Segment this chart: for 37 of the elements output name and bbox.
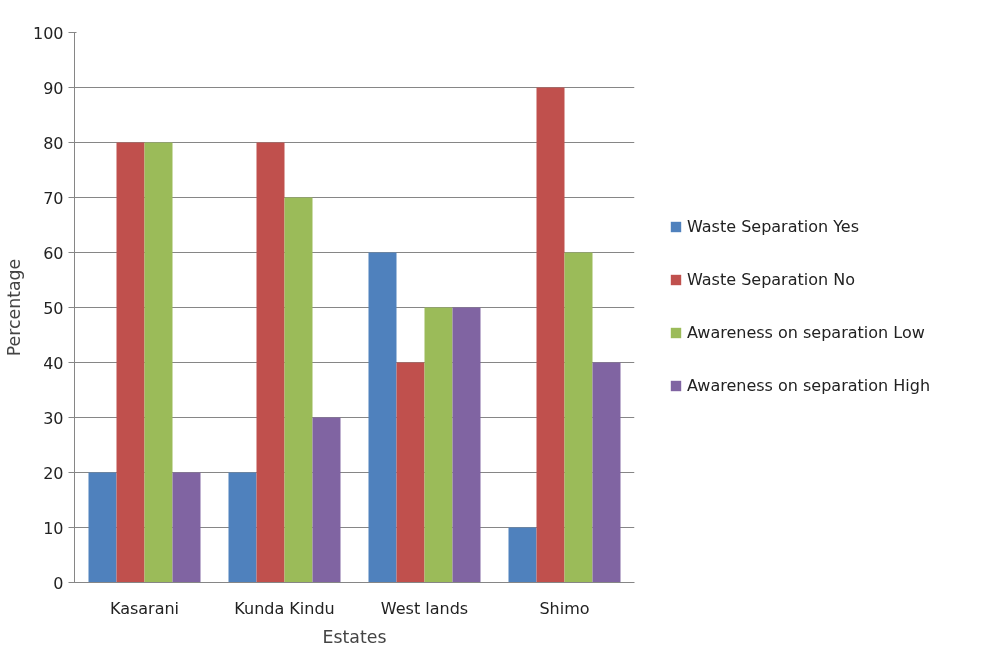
- y-tick-label: 0: [53, 573, 64, 593]
- bar: [396, 362, 425, 583]
- bar: [116, 142, 145, 583]
- x-tick-label: West lands: [380, 598, 469, 618]
- bar: [452, 307, 481, 583]
- y-tick-label: 70: [43, 188, 64, 208]
- y-tick-label: 20: [43, 463, 64, 483]
- legend-label: Waste Separation No: [687, 270, 855, 289]
- y-tick-label: 80: [43, 133, 64, 153]
- y-tick-label: 90: [43, 78, 64, 98]
- x-axis-title: Estates: [322, 626, 387, 647]
- legend-label: Waste Separation Yes: [687, 217, 860, 236]
- bar: [592, 362, 621, 583]
- y-tick-label: 60: [43, 243, 64, 263]
- y-tick-label: 10: [43, 518, 64, 538]
- bar: [508, 527, 537, 583]
- legend-label: Awareness on separation High: [687, 376, 931, 395]
- bar: [368, 252, 397, 583]
- x-tick-label: Shimo: [539, 598, 590, 618]
- y-axis-title: Percentage: [3, 258, 24, 357]
- y-tick-label: 30: [43, 408, 64, 428]
- y-tick-label: 100: [32, 23, 64, 43]
- bar: [536, 87, 565, 583]
- bar: [312, 417, 341, 583]
- bar: [256, 142, 285, 583]
- bar: [284, 197, 313, 583]
- bar: [144, 142, 173, 583]
- bar: [424, 307, 453, 583]
- x-tick-label: Kunda Kindu: [234, 598, 335, 618]
- bar: [228, 472, 257, 583]
- bar: [88, 472, 117, 583]
- x-tick-label: Kasarani: [109, 598, 180, 618]
- legend-label: Awareness on separation Low: [687, 323, 925, 342]
- bar: [564, 252, 593, 583]
- y-tick-label: 50: [43, 298, 64, 318]
- bar: [172, 472, 201, 583]
- y-tick-label: 40: [43, 353, 64, 373]
